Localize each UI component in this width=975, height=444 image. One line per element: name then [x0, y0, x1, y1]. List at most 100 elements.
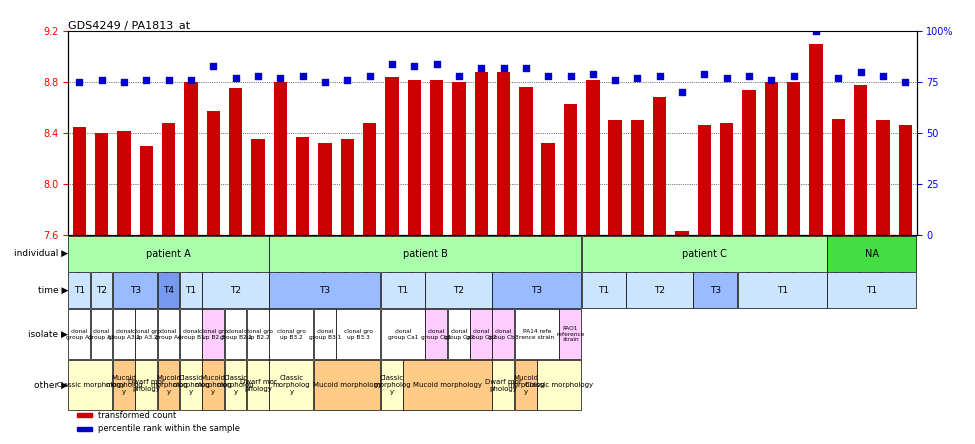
Point	[763, 76, 779, 83]
Bar	[296, 137, 309, 235]
Bar	[899, 126, 912, 235]
Point	[630, 75, 645, 82]
Point	[675, 89, 690, 96]
Text: Dwarf mor
phology: Dwarf mor phology	[240, 379, 276, 392]
Text: clonal
group A1: clonal group A1	[66, 329, 93, 340]
Bar	[519, 87, 532, 235]
Bar	[95, 133, 108, 235]
Text: clonal
group B1: clonal group B1	[177, 329, 205, 340]
FancyBboxPatch shape	[448, 309, 470, 359]
Point	[407, 62, 422, 69]
Text: Classic
morpholog
y: Classic morpholog y	[273, 375, 310, 395]
Text: transformed count: transformed count	[98, 411, 176, 420]
Point	[474, 64, 489, 71]
FancyBboxPatch shape	[113, 309, 135, 359]
Text: isolate ▶: isolate ▶	[28, 329, 68, 339]
Bar	[742, 90, 756, 235]
FancyBboxPatch shape	[582, 272, 626, 308]
Point	[786, 72, 801, 79]
Point	[71, 79, 87, 86]
FancyBboxPatch shape	[179, 272, 202, 308]
Point	[518, 64, 533, 71]
Bar	[721, 123, 733, 235]
Text: clonal gro
up A3.2: clonal gro up A3.2	[132, 329, 161, 340]
FancyBboxPatch shape	[693, 272, 737, 308]
FancyBboxPatch shape	[158, 309, 179, 359]
Text: patient B: patient B	[403, 249, 448, 258]
FancyBboxPatch shape	[492, 309, 514, 359]
FancyBboxPatch shape	[68, 272, 90, 308]
Bar	[475, 72, 488, 235]
Point	[876, 72, 891, 79]
Point	[607, 76, 623, 83]
Point	[429, 60, 445, 67]
Bar	[318, 143, 332, 235]
Point	[540, 72, 556, 79]
Point	[563, 72, 578, 79]
Point	[831, 75, 846, 82]
FancyBboxPatch shape	[537, 360, 581, 410]
Text: T1: T1	[74, 286, 85, 295]
FancyBboxPatch shape	[269, 272, 380, 308]
Point	[272, 75, 289, 82]
Text: T1: T1	[185, 286, 197, 295]
Text: T3: T3	[531, 286, 542, 295]
Text: clonal gro
up B3.2: clonal gro up B3.2	[277, 329, 306, 340]
Text: GDS4249 / PA1813_at: GDS4249 / PA1813_at	[68, 20, 190, 31]
Point	[451, 72, 467, 79]
Text: T2: T2	[654, 286, 665, 295]
Point	[384, 60, 400, 67]
Bar	[698, 126, 711, 235]
Text: clonal
group A3.1: clonal group A3.1	[108, 329, 140, 340]
Text: T1: T1	[398, 286, 409, 295]
Text: Mucoid
morpholog
y: Mucoid morpholog y	[105, 375, 143, 395]
Text: clonal
group B2.1: clonal group B2.1	[219, 329, 252, 340]
Bar	[77, 413, 92, 417]
Text: T1: T1	[867, 286, 878, 295]
FancyBboxPatch shape	[827, 272, 916, 308]
Text: T2: T2	[453, 286, 464, 295]
Text: Mucoid
morpholog
y: Mucoid morpholog y	[195, 375, 232, 395]
Text: T1: T1	[777, 286, 788, 295]
Text: clonal
group Ca1: clonal group Ca1	[388, 329, 418, 340]
Point	[183, 76, 199, 83]
FancyBboxPatch shape	[403, 360, 492, 410]
Text: other ▶: other ▶	[34, 381, 68, 390]
Text: clonal
group B3.1: clonal group B3.1	[309, 329, 341, 340]
Point	[294, 72, 310, 79]
Point	[362, 72, 377, 79]
Bar	[162, 123, 175, 235]
FancyBboxPatch shape	[560, 309, 581, 359]
Bar	[274, 82, 287, 235]
Bar	[430, 79, 444, 235]
FancyBboxPatch shape	[202, 360, 224, 410]
Bar	[653, 97, 667, 235]
FancyBboxPatch shape	[158, 360, 179, 410]
Point	[808, 28, 824, 35]
FancyBboxPatch shape	[68, 360, 112, 410]
Point	[585, 71, 601, 78]
Text: patient C: patient C	[682, 249, 727, 258]
Text: clonal
group Cb1: clonal group Cb1	[421, 329, 451, 340]
Text: Classic
morpholog
y: Classic morpholog y	[373, 375, 410, 395]
Point	[719, 75, 734, 82]
Text: Classic
morpholog
y: Classic morpholog y	[173, 375, 210, 395]
Text: Mucoid morphology: Mucoid morphology	[313, 382, 382, 388]
Text: clonal gro
up B2.2: clonal gro up B2.2	[244, 329, 272, 340]
FancyBboxPatch shape	[314, 360, 380, 410]
Point	[495, 64, 511, 71]
FancyBboxPatch shape	[202, 272, 269, 308]
FancyBboxPatch shape	[582, 235, 827, 271]
Point	[138, 76, 154, 83]
FancyBboxPatch shape	[470, 309, 492, 359]
FancyBboxPatch shape	[247, 309, 269, 359]
FancyBboxPatch shape	[136, 360, 157, 410]
Bar	[207, 111, 220, 235]
FancyBboxPatch shape	[381, 272, 425, 308]
Bar	[340, 139, 354, 235]
Text: clonal gro
up B3.3: clonal gro up B3.3	[344, 329, 372, 340]
FancyBboxPatch shape	[269, 235, 581, 271]
Text: time ▶: time ▶	[38, 286, 68, 295]
Bar	[564, 104, 577, 235]
Text: percentile rank within the sample: percentile rank within the sample	[98, 424, 240, 433]
